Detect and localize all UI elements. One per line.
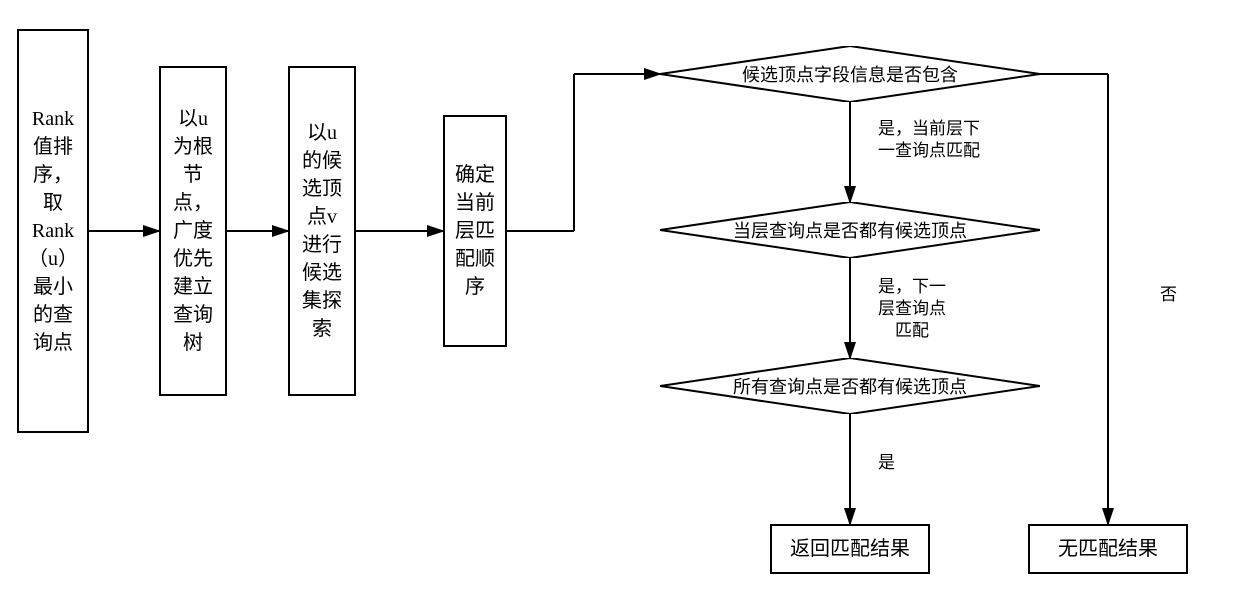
decision-all-has-cand: 所有查询点是否都有候选顶点 xyxy=(660,358,1040,414)
text: 以u为根节点，广度优先建立查询树 xyxy=(169,105,217,357)
step-order-layer: 确定当前层匹配顺序 xyxy=(443,115,507,347)
decision-layer-has-cand: 当层查询点是否都有候选顶点 xyxy=(660,202,1040,258)
result-no-match: 无匹配结果 xyxy=(1028,524,1188,574)
decision-field-contains: 候选顶点字段信息是否包含 xyxy=(660,46,1040,102)
step-build-tree: 以u为根节点，广度优先建立查询树 xyxy=(159,66,227,396)
text: 当层查询点是否都有候选顶点 xyxy=(733,217,967,243)
text: 候选顶点字段信息是否包含 xyxy=(742,61,958,87)
step-explore-cand: 以u的候选顶点v进行候选集探索 xyxy=(288,66,356,396)
text: 确定当前层匹配顺序 xyxy=(453,161,497,301)
text: 以u的候选顶点v进行候选集探索 xyxy=(298,119,346,343)
text: 所有查询点是否都有候选顶点 xyxy=(733,373,967,399)
edge-label-yes-next-query: 是，当前层下一查询点匹配 xyxy=(878,118,980,162)
edge-label-yes: 是 xyxy=(878,452,895,474)
result-match: 返回匹配结果 xyxy=(770,524,930,574)
text: 无匹配结果 xyxy=(1058,535,1158,563)
text: 返回匹配结果 xyxy=(790,535,910,563)
edge-label-no: 否 xyxy=(1160,284,1177,306)
step-rank-sort: Rank值排序，取Rank（u）最小的查询点 xyxy=(17,29,89,433)
text: Rank值排序，取Rank（u）最小的查询点 xyxy=(27,105,79,357)
edge-label-yes-next-layer: 是，下一层查询点匹配 xyxy=(878,276,946,342)
